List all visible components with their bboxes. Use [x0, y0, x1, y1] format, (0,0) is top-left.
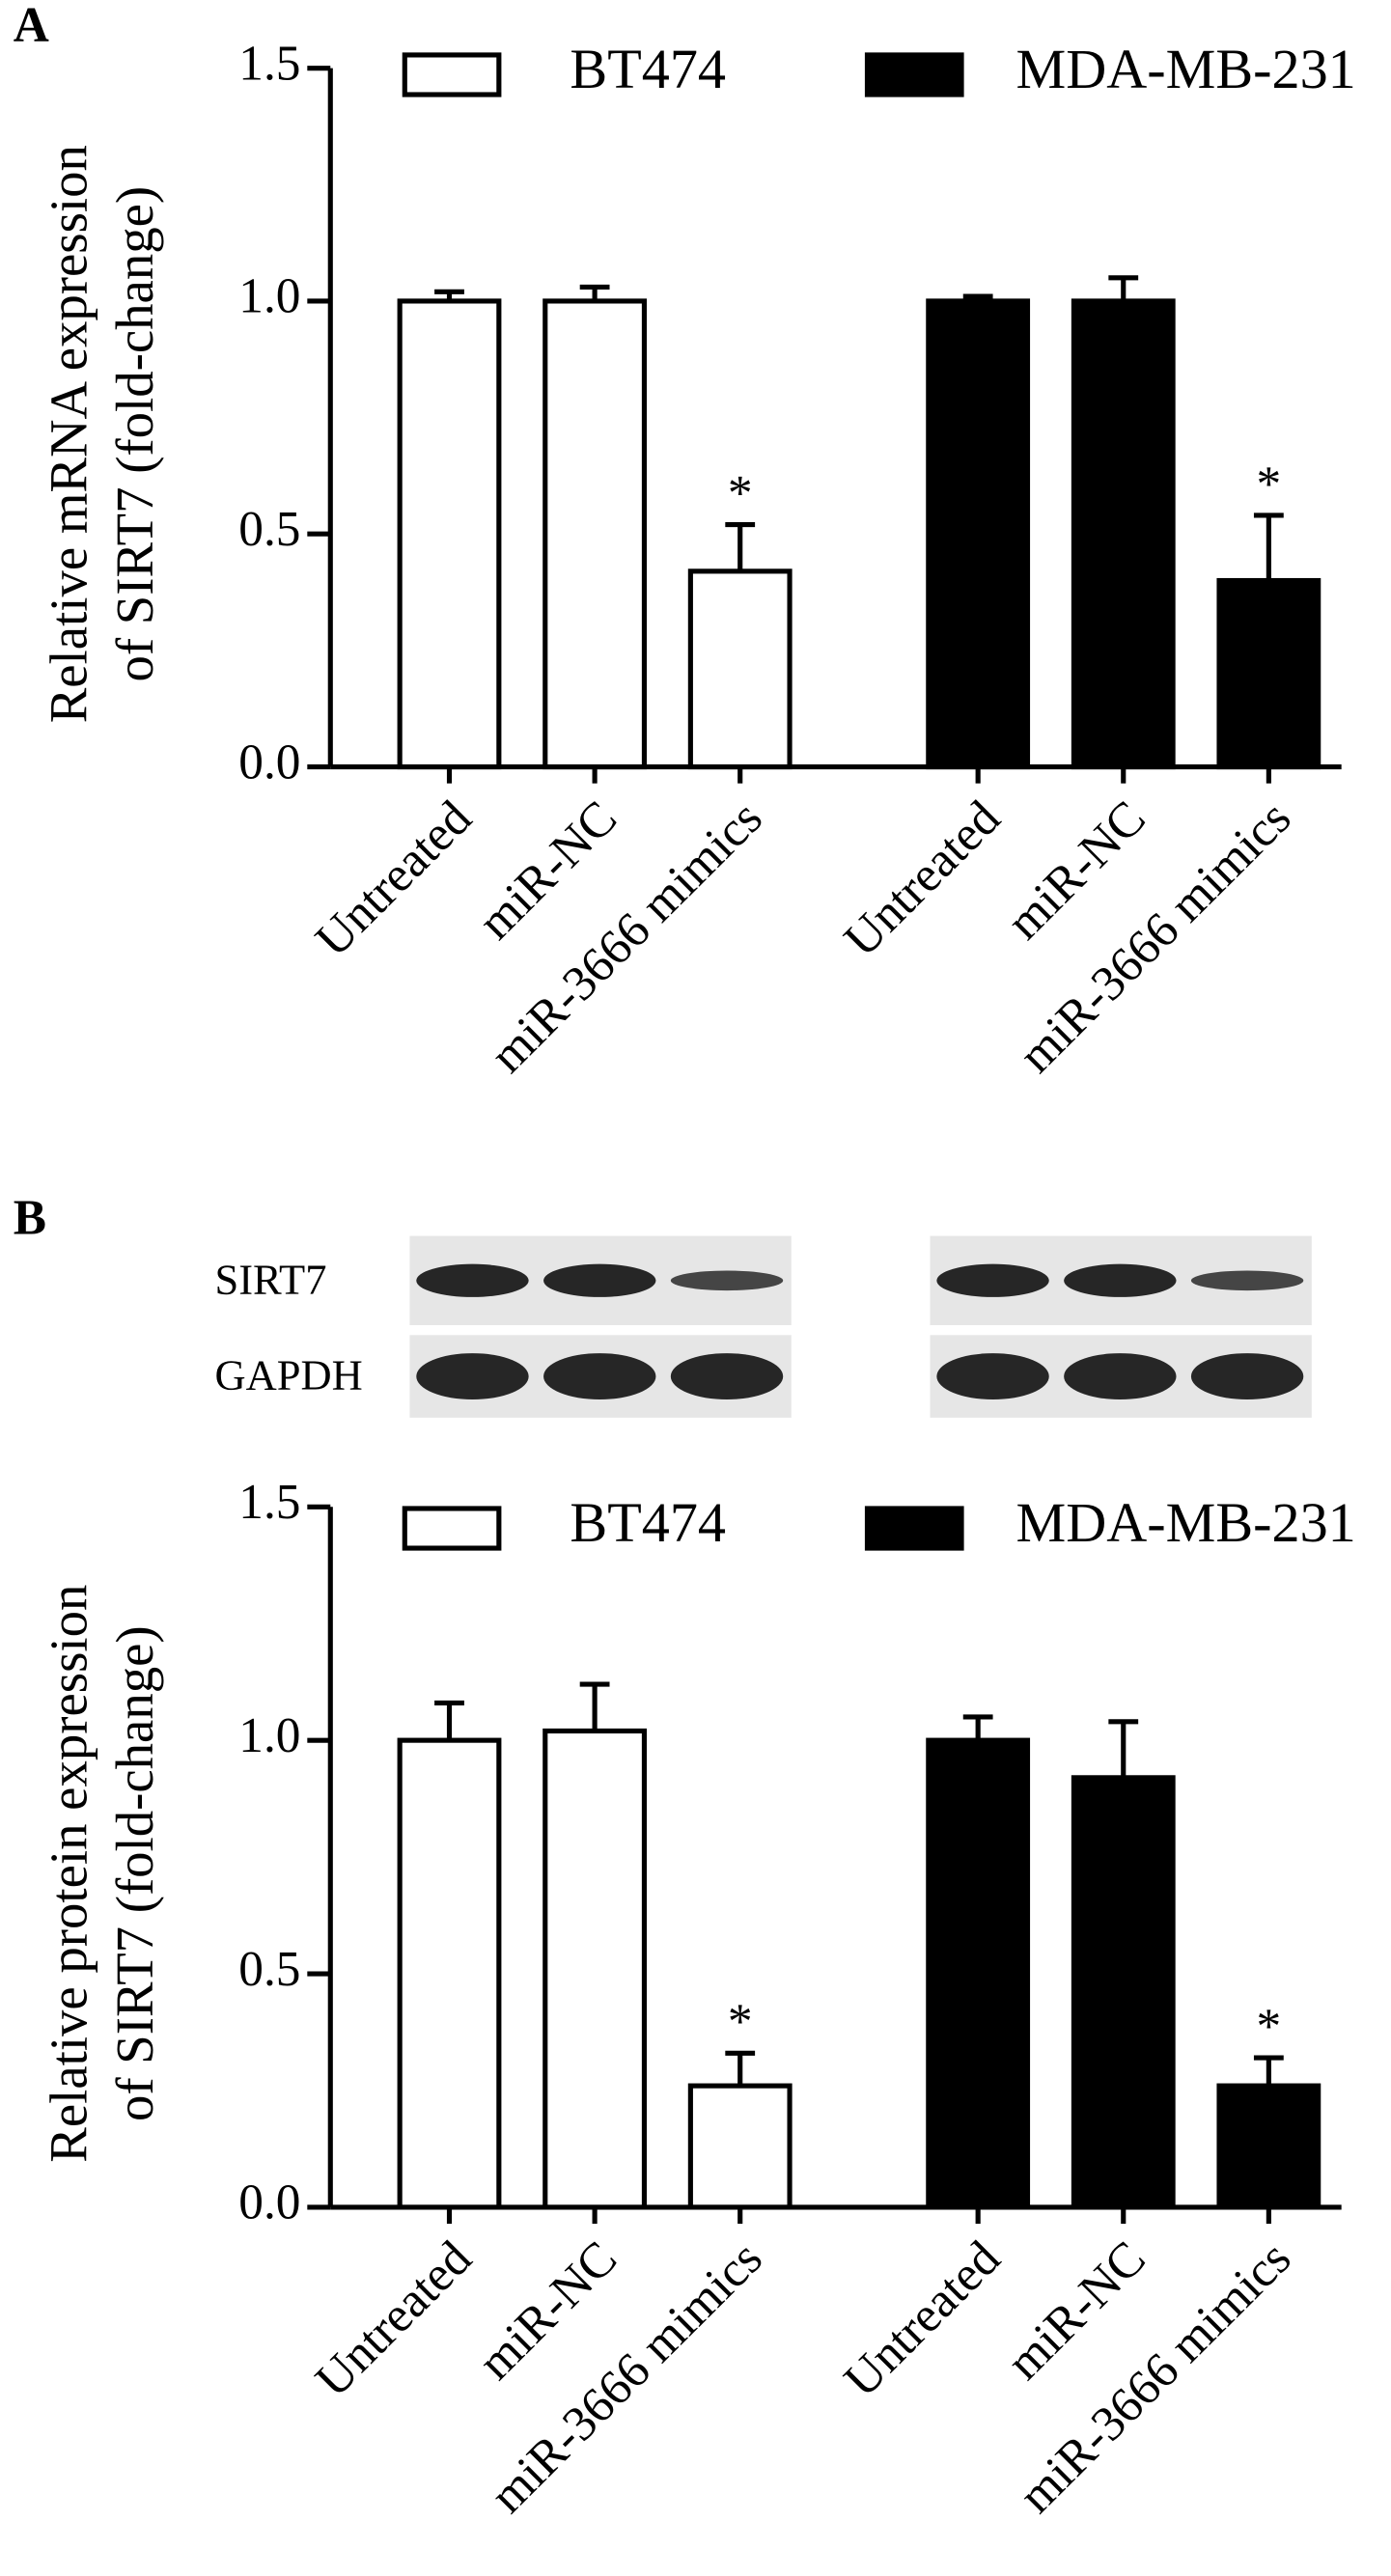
y-axis-label: Relative mRNA expression	[40, 145, 98, 723]
significance-label: *	[1257, 457, 1282, 512]
y-tick-label: 1.5	[238, 36, 300, 91]
bar	[1216, 2083, 1321, 2210]
y-tick-label: 0.0	[238, 734, 300, 789]
x-tick-label: Untreated	[834, 790, 1012, 968]
legend-label: BT474	[570, 38, 726, 100]
blot-band	[670, 1270, 784, 1291]
panel-label: A	[14, 0, 49, 53]
x-tick-label: miR-3666 mimics	[480, 790, 772, 1083]
bar	[926, 1737, 1031, 2210]
error-bar	[434, 1700, 464, 1741]
legend-label: MDA-MB-231	[1016, 38, 1356, 100]
bar	[397, 298, 502, 770]
y-axis-label: of SIRT7 (fold-change)	[105, 1625, 164, 2121]
legend-swatch	[402, 52, 502, 97]
blot-band	[1190, 1353, 1304, 1400]
error-bar	[962, 1714, 993, 1741]
blot-band	[1190, 1270, 1304, 1291]
error-bar	[1253, 512, 1284, 581]
bar	[1216, 577, 1321, 770]
blot-band	[1064, 1263, 1177, 1297]
y-tick-label: 0.0	[238, 2175, 300, 2230]
blot-band	[416, 1263, 529, 1297]
blot-label: GAPDH	[214, 1351, 362, 1399]
legend-label: MDA-MB-231	[1016, 1491, 1356, 1554]
blot-band	[543, 1353, 656, 1400]
error-bar	[725, 2050, 756, 2087]
x-tick-label: miR-3666 mimics	[480, 2230, 772, 2523]
bar	[542, 298, 648, 770]
x-tick-label: Untreated	[305, 2230, 483, 2408]
error-bar	[579, 1681, 610, 1731]
y-axis-label: of SIRT7 (fold-change)	[105, 186, 164, 682]
legend-label: BT474	[570, 1491, 726, 1554]
x-tick-label: miR-3666 mimics	[1009, 2230, 1301, 2523]
significance-label: *	[1257, 1999, 1282, 2054]
y-tick-label: 0.5	[238, 502, 300, 557]
y-tick-label: 0.5	[238, 1942, 300, 1997]
legend-swatch	[864, 1506, 964, 1551]
error-bar	[725, 522, 756, 571]
bar	[397, 1737, 502, 2210]
blot-label: SIRT7	[214, 1255, 326, 1303]
bar	[926, 298, 1031, 770]
x-tick-label: Untreated	[305, 790, 483, 968]
error-bar	[1108, 1719, 1139, 1778]
y-tick-label: 1.0	[238, 1708, 300, 1763]
blot-band	[936, 1263, 1049, 1297]
panel-label: B	[14, 1191, 46, 1246]
blot-band	[936, 1353, 1049, 1400]
blot-band	[543, 1263, 656, 1297]
significance-label: *	[728, 466, 753, 521]
legend-swatch	[864, 52, 964, 97]
y-tick-label: 1.0	[238, 269, 300, 324]
bar	[1071, 1775, 1176, 2210]
y-axis-label: Relative protein expression	[40, 1585, 98, 2163]
bar	[1071, 298, 1176, 770]
bar	[542, 1728, 648, 2210]
legend-swatch	[402, 1506, 502, 1551]
blot-band	[416, 1353, 529, 1400]
bar	[687, 568, 793, 770]
x-tick-label: miR-3666 mimics	[1009, 790, 1301, 1083]
error-bar	[1253, 2055, 1284, 2087]
significance-label: *	[728, 1995, 753, 2050]
blot-band	[1064, 1353, 1177, 1400]
x-tick-label: Untreated	[834, 2230, 1012, 2408]
error-bar	[1108, 275, 1139, 301]
blot-band	[670, 1353, 784, 1400]
bar	[687, 2083, 793, 2210]
y-tick-label: 1.5	[238, 1475, 300, 1530]
